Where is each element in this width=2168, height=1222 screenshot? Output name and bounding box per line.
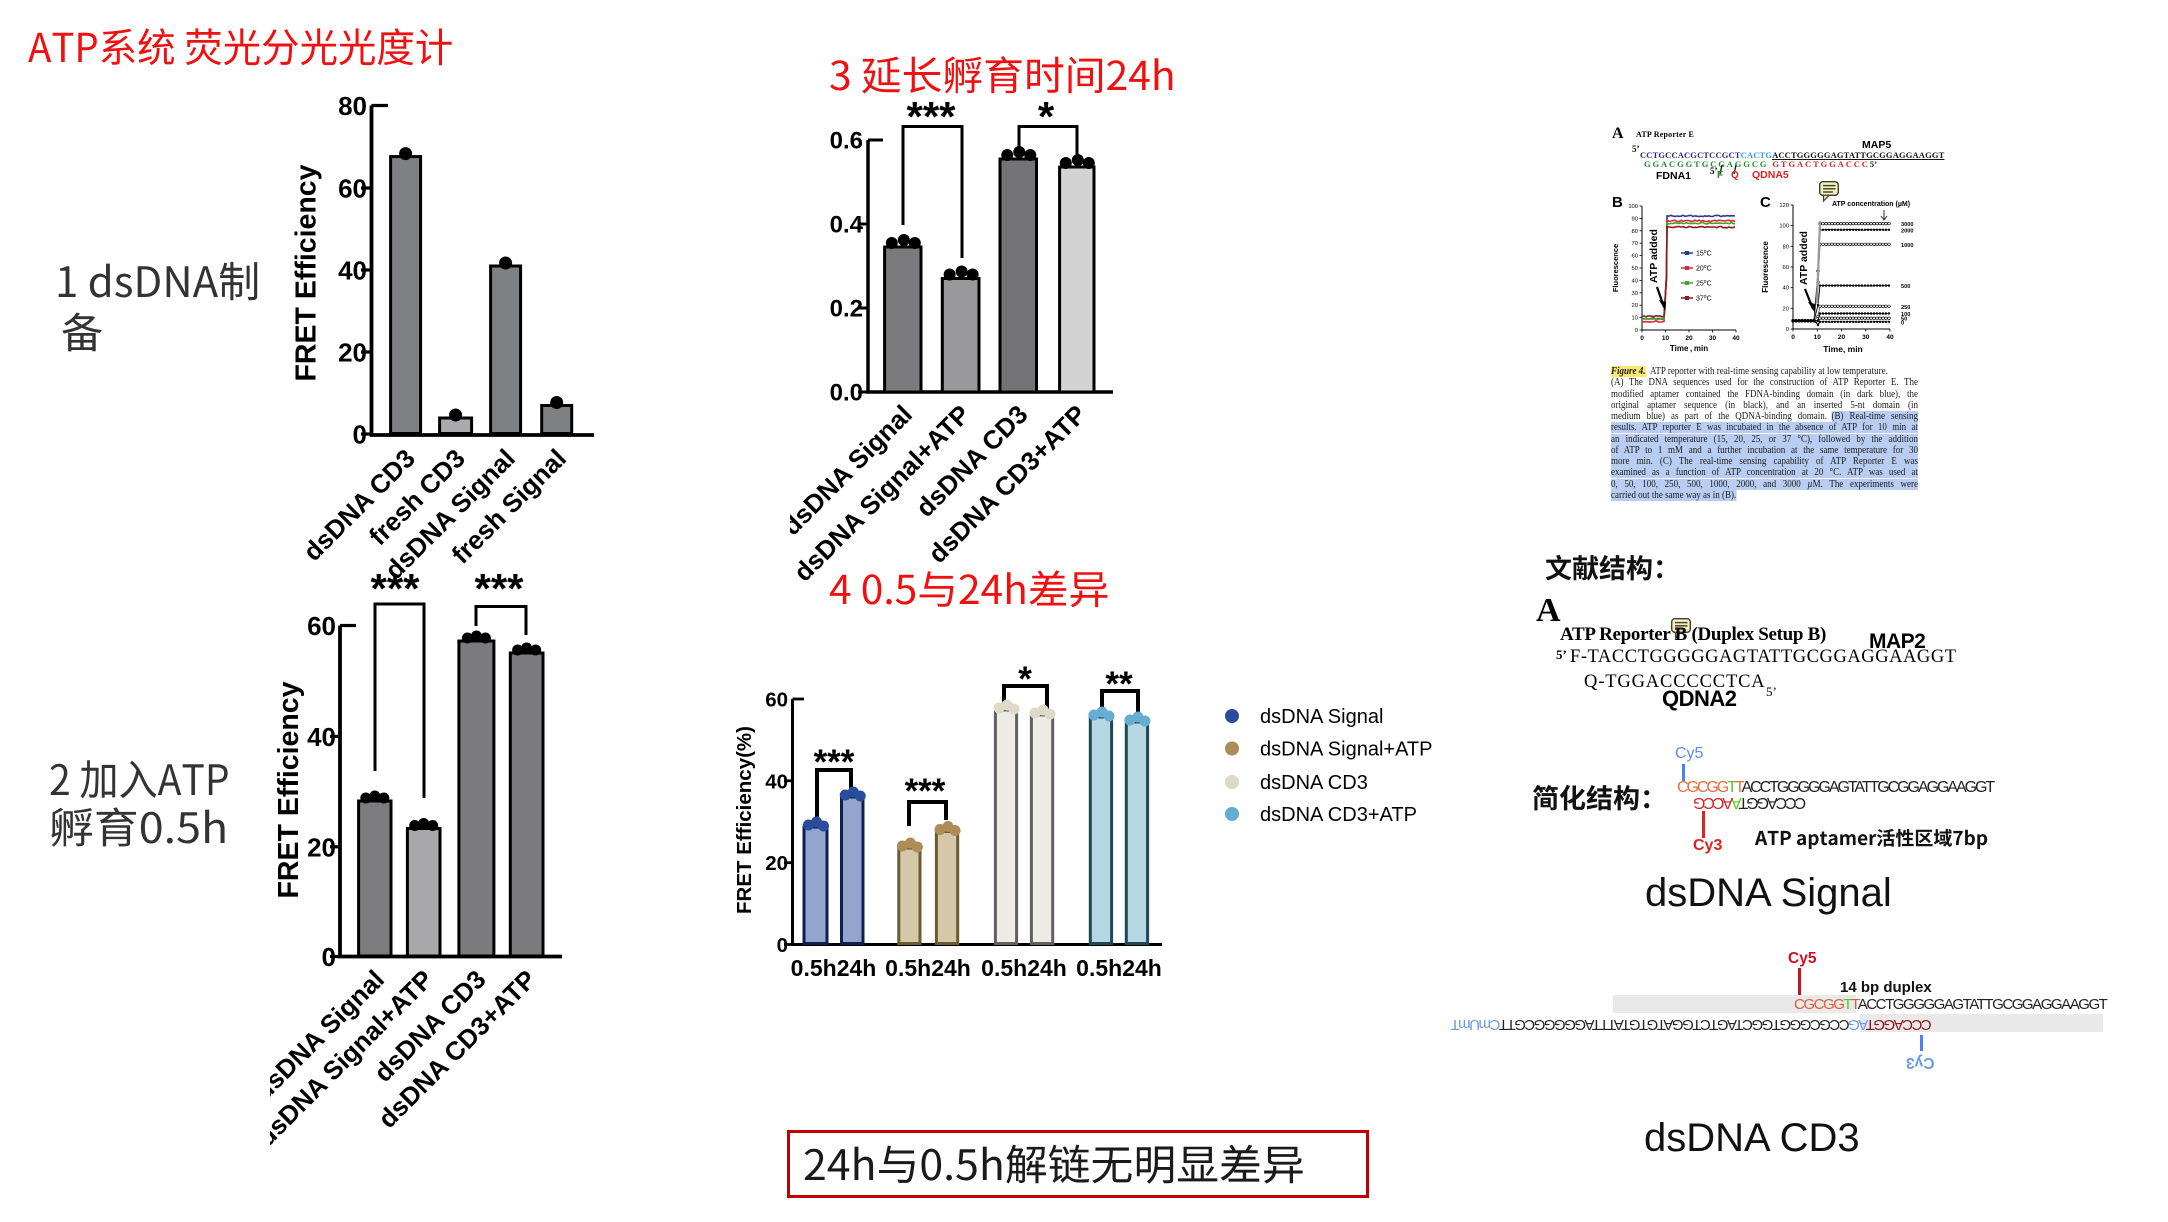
svg-text:40: 40 [1732, 335, 1740, 342]
svg-text:30: 30 [1862, 334, 1870, 341]
svg-text:0.0: 0.0 [830, 380, 863, 407]
svg-text:20: 20 [1632, 303, 1638, 309]
svg-text:10: 10 [1662, 335, 1670, 342]
svg-text:40: 40 [307, 722, 336, 752]
svg-text:500: 500 [1901, 284, 1910, 290]
svg-text:20oC: 20oC [1696, 264, 1712, 273]
svg-text:120: 120 [1779, 203, 1789, 209]
svg-text:70: 70 [1632, 241, 1638, 247]
svg-text:250: 250 [1901, 305, 1910, 311]
svg-text:0.5h24h: 0.5h24h [1076, 955, 1162, 981]
svg-text:0: 0 [777, 934, 788, 957]
svg-text:40: 40 [1886, 334, 1894, 341]
svg-text:20: 20 [307, 832, 336, 862]
svg-text:C: C [1760, 194, 1771, 211]
svg-text:0.2: 0.2 [830, 296, 863, 323]
svg-text:60: 60 [338, 174, 367, 204]
svg-text:0: 0 [322, 942, 336, 972]
svg-text:10: 10 [1814, 334, 1822, 341]
svg-text:15oC: 15oC [1696, 249, 1712, 258]
svg-text:***: *** [474, 565, 524, 612]
svg-text:*: * [1038, 93, 1055, 140]
svg-text:1000: 1000 [1901, 243, 1913, 249]
svg-text:40: 40 [1632, 278, 1638, 284]
svg-text:60: 60 [1632, 254, 1638, 260]
svg-text:80: 80 [1632, 229, 1638, 235]
svg-text:50: 50 [1901, 317, 1907, 323]
svg-text:Fluorescence: Fluorescence [1611, 244, 1620, 292]
svg-text:10: 10 [1632, 316, 1638, 322]
svg-text:0.4: 0.4 [830, 212, 864, 239]
svg-text:100: 100 [1779, 224, 1789, 230]
svg-text:dsDNA Signal: dsDNA Signal [1260, 706, 1383, 728]
svg-text:2000: 2000 [1901, 228, 1913, 234]
svg-text:30: 30 [1709, 335, 1717, 342]
svg-text:FRET Efficiency: FRET Efficiency [291, 164, 323, 381]
svg-text:100: 100 [1901, 312, 1910, 318]
svg-text:0.5h24h: 0.5h24h [885, 955, 971, 981]
svg-text:40: 40 [765, 770, 788, 793]
svg-text:**: ** [1105, 665, 1133, 704]
svg-text:50: 50 [1632, 266, 1638, 272]
svg-text:0.5h24h: 0.5h24h [791, 955, 877, 981]
svg-text:Time , min: Time , min [1670, 344, 1708, 353]
svg-text:ATP concentration (µM): ATP concentration (µM) [1832, 201, 1910, 208]
svg-text:0: 0 [1791, 334, 1795, 341]
svg-text:FRET Efficiency: FRET Efficiency [273, 681, 305, 898]
svg-text:90: 90 [1632, 216, 1638, 222]
svg-text:0: 0 [353, 420, 367, 450]
svg-text:0: 0 [1640, 335, 1644, 342]
svg-text:B: B [1612, 194, 1623, 211]
svg-text:30: 30 [1632, 291, 1638, 297]
svg-text:40: 40 [1783, 286, 1789, 292]
svg-text:FRET Efficiency(%): FRET Efficiency(%) [735, 726, 756, 914]
svg-text:60: 60 [307, 611, 336, 641]
svg-text:80: 80 [1783, 244, 1789, 250]
svg-text:60: 60 [1783, 265, 1789, 271]
svg-text:ATP added: ATP added [1798, 231, 1810, 285]
svg-text:0: 0 [1635, 328, 1638, 334]
svg-text:20: 20 [338, 338, 367, 368]
svg-text:80: 80 [338, 91, 367, 121]
svg-text:0.6: 0.6 [830, 128, 863, 155]
svg-text:100: 100 [1628, 204, 1638, 210]
svg-text:3000: 3000 [1901, 222, 1913, 228]
svg-text:0.5h24h: 0.5h24h [981, 955, 1067, 981]
svg-text:ATP added: ATP added [1648, 229, 1660, 283]
svg-text:37oC: 37oC [1696, 294, 1712, 303]
svg-text:40: 40 [338, 256, 367, 286]
svg-text:dsDNA CD3+ATP: dsDNA CD3+ATP [1260, 804, 1417, 826]
svg-text:dsDNA Signal+ATP: dsDNA Signal+ATP [1260, 739, 1433, 761]
svg-text:Fluorescence: Fluorescence [1761, 241, 1770, 293]
svg-text:0: 0 [1901, 320, 1904, 326]
svg-text:0: 0 [1786, 327, 1789, 333]
svg-text:dsDNA CD3: dsDNA CD3 [1260, 772, 1368, 794]
svg-text:***: *** [906, 93, 956, 140]
svg-text:25oC: 25oC [1696, 279, 1712, 288]
svg-text:*: * [1018, 660, 1032, 699]
svg-text:***: *** [814, 743, 855, 782]
svg-text:20: 20 [1783, 306, 1789, 312]
svg-text:Time, min: Time, min [1823, 344, 1863, 354]
svg-text:20: 20 [1838, 334, 1846, 341]
svg-text:20: 20 [765, 852, 788, 875]
svg-text:20: 20 [1685, 335, 1693, 342]
svg-text:60: 60 [765, 689, 788, 712]
svg-text:***: *** [905, 772, 946, 811]
